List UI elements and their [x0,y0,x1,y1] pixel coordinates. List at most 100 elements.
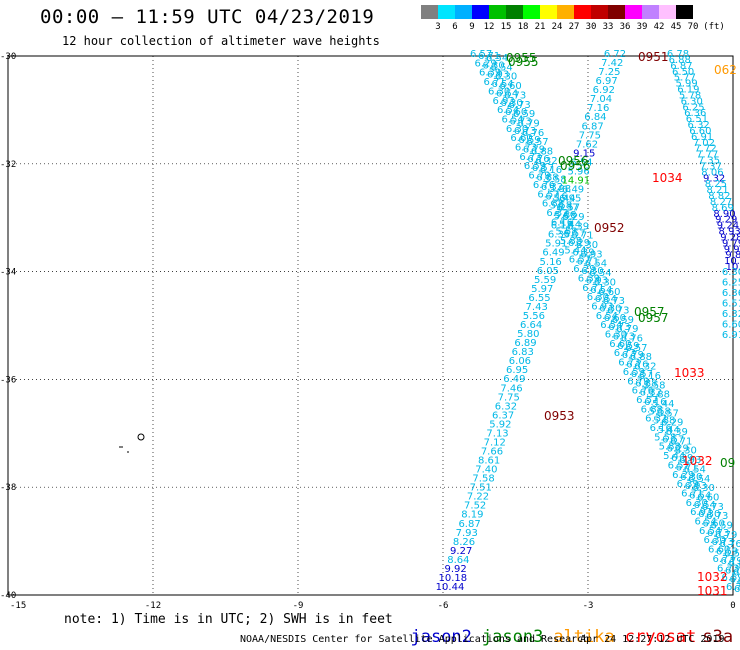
colorbar-label: 70 [687,22,699,32]
lon-tick-label: -9 [293,601,304,611]
credit-line: NOAA/NESDIS Center for Satellite Applica… [240,634,590,645]
wave-height-value: 6.64 [520,320,542,331]
colorbar-label: 42 [653,22,665,32]
wave-height-value: 6.16 [644,397,666,408]
wave-height-value: 6.57 [724,549,740,560]
wave-height-value: 7.04 [590,94,612,105]
wave-height-value: 5.88 [659,442,681,453]
wave-height-value: 6.71 [571,231,593,242]
wave-height-value: 6.30 [587,292,609,303]
lat-tick-label: -40 [0,591,16,601]
wave-height-value: 6.88 [641,404,663,415]
wave-height-value: 9.15 [573,148,595,159]
wave-height-value: 6.59 [711,521,733,532]
wave-height-value: 6.60 [604,313,626,324]
map-title: 00:00 – 11:59 UTC 04/23/2019 [40,6,375,28]
wave-height-value: 6.39 [578,273,600,284]
wave-height-value: 9.29 [715,215,737,226]
wave-height-value: 6.88 [630,352,652,363]
wave-height-value: 6.83 [512,347,534,358]
wave-height-value: 5.44 [652,399,674,410]
wave-height-value: 6.51 [722,299,740,310]
wave-height-value: 8.69 [712,203,734,214]
wave-height-value: 6.16 [551,217,573,228]
pass-time-label: 0957 [638,311,669,325]
wave-height-value: 6.51 [686,114,708,125]
wave-height-value: 6.73 [509,116,531,127]
wave-height-value: 8.06 [701,167,723,178]
lon-tick-label: -12 [145,601,161,611]
wave-height-value: 6.76 [522,128,544,139]
wave-height-value: 8.27 [710,197,732,208]
legend-s3a: s3a [702,627,734,647]
wave-height-value: 6.95 [559,194,581,205]
wave-height-value: 6.76 [626,360,648,371]
wave-height-value: 7.46 [500,383,522,394]
wave-height-value: 7.25 [598,67,620,78]
wave-height-value: 7.22 [467,492,489,503]
wave-height-value: 6.76 [621,334,643,345]
wave-height-value: 6.54 [699,526,721,537]
wave-height-value: 6.57 [532,163,554,174]
wave-height-value: 6.95 [506,365,528,376]
wave-height-value: 6.32 [546,208,568,219]
wave-height-value: 6.59 [513,109,535,120]
wave-height-value: 6.30 [693,483,715,494]
wave-height-value: 6.93 [685,481,707,492]
wave-height-value: 6.87 [458,519,480,530]
wave-height-value: 6.76 [725,565,740,576]
wave-height-value: 6.87 [670,61,692,72]
island-outline [119,433,145,453]
wave-height-value: 6.32 [733,567,740,578]
wave-height-value: 6.71 [676,462,698,473]
pass-time-label: 062 [714,63,737,77]
footer-note: note: 1) Time is in UTC; 2) SWH is in fe… [64,612,393,627]
lon-tick-label: 0 [730,601,735,611]
wave-height-value: 10.44 [436,582,465,593]
pass-time-label: 0952 [594,221,625,235]
wave-height-value: 6.30 [495,72,517,83]
wave-height-value: 6.30 [599,303,621,314]
legend-altika: altika [553,627,615,647]
pass-time-label: 0956 [560,159,591,173]
colorbar-swatch [557,5,574,19]
satellite-legend: jason2 jason3 altika cryosat s3a [390,607,740,647]
pass-time-label: 0957 [634,305,665,319]
wave-height-value: 6.17 [551,221,573,232]
wave-height-value: 6.32 [688,120,710,131]
wave-height-value: 7.16 [587,103,609,114]
colorbar-label: (ft) [703,22,725,32]
wave-height-value: 6.88 [536,173,558,184]
wave-height-value: 6.79 [715,530,737,541]
colorbar-swatch [472,5,489,19]
wave-height-value: 7.43 [526,302,548,313]
wave-height-value: 6.39 [677,479,699,490]
wave-height-value: 6.30 [704,535,726,546]
pass-time-label: 1033 [674,366,705,380]
wave-height-value: 6.78 [667,49,689,60]
wave-height-value: 5.58 [550,201,572,212]
wave-height-value: 6.73 [504,90,526,101]
colorbar-swatch [455,5,472,19]
track-west: 6.576.296.396.716.306.936.546.546.306.60… [470,49,740,595]
wave-height-value: 6.54 [496,88,518,99]
colorbar-swatch [523,5,540,19]
wave-height-value: 6.32 [541,182,563,193]
wave-height-value: 9.27 [450,546,472,557]
wave-height-value: 5.88 [560,236,582,247]
wave-height-value: 6.79 [721,556,740,567]
wave-height-value: 6.73 [613,332,635,343]
wave-height-value: 7.77 [696,150,718,161]
wave-height-value: 5.88 [648,390,670,401]
map-subtitle: 12 hour collection of altimeter wave hei… [62,34,380,48]
wave-height-value: 8.82 [708,191,730,202]
wave-height-value: 5.58 [544,175,566,186]
wave-height-value: 6.72 [604,49,626,60]
colorbar-swatch [659,5,676,19]
colorbar-swatch [625,5,642,19]
wave-height-value: 6.73 [614,348,636,359]
wave-height-value: 6.30 [488,86,510,97]
wave-height-value: 6.57 [636,395,658,406]
wave-height-value: 6.73 [514,126,536,137]
wave-height-value: 6.73 [618,358,640,369]
